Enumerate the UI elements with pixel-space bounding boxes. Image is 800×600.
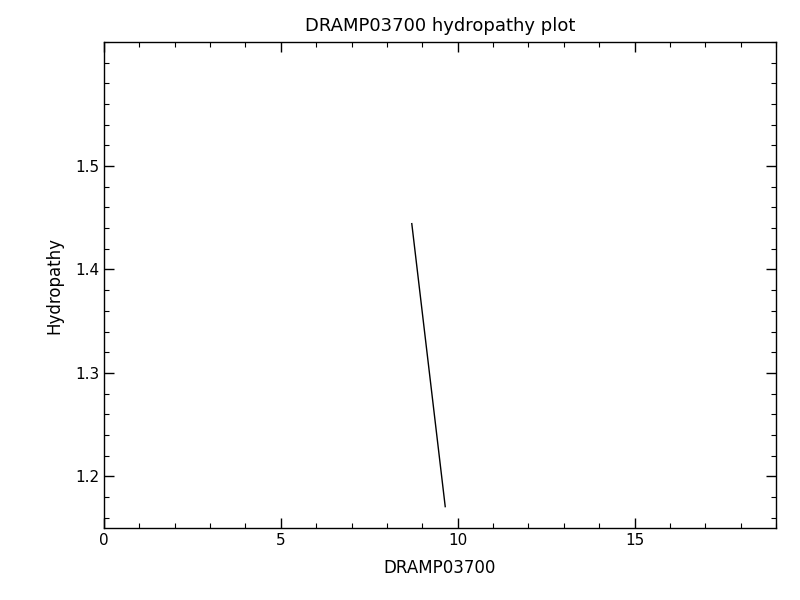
- X-axis label: DRAMP03700: DRAMP03700: [384, 559, 496, 577]
- Y-axis label: Hydropathy: Hydropathy: [46, 236, 64, 334]
- Title: DRAMP03700 hydropathy plot: DRAMP03700 hydropathy plot: [305, 17, 575, 35]
